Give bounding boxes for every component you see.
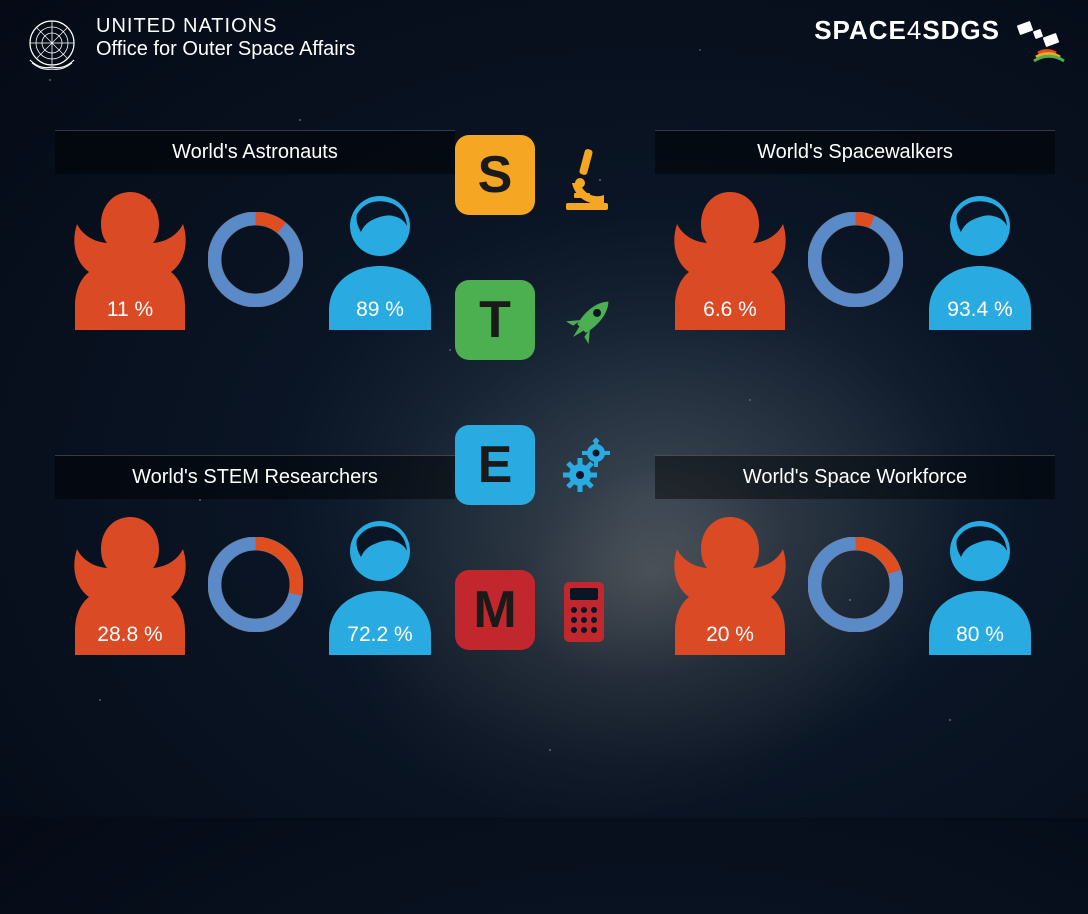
stat-card-space-workforce: World's Space Workforce 20 % 80 %	[655, 455, 1055, 659]
stem-row-t: T	[455, 280, 620, 360]
stem-row-e: E	[455, 425, 620, 505]
female-figure: 11 %	[65, 184, 195, 334]
stat-title: World's Spacewalkers	[655, 130, 1055, 174]
male-pct: 80 %	[915, 623, 1045, 647]
stem-tile-s: S	[455, 135, 535, 215]
female-figure: 20 %	[665, 509, 795, 659]
female-pct: 28.8 %	[65, 623, 195, 647]
gears-icon	[560, 435, 620, 495]
male-pct: 93.4 %	[915, 298, 1045, 322]
microscope-icon	[560, 145, 620, 205]
male-figure: 89 %	[315, 184, 445, 334]
stem-tile-m: M	[455, 570, 535, 650]
female-pct: 6.6 %	[665, 298, 795, 322]
stat-body: 28.8 % 72.2 %	[55, 509, 455, 659]
donut-chart	[808, 537, 903, 632]
un-logo-block: UNITED NATIONS Office for Outer Space Af…	[20, 15, 355, 73]
stem-column: S T E M	[455, 135, 620, 650]
stat-body: 6.6 % 93.4 %	[655, 184, 1055, 334]
header: UNITED NATIONS Office for Outer Space Af…	[20, 15, 1068, 85]
stat-card-astronauts: World's Astronauts 11 % 89 %	[55, 130, 455, 334]
female-figure: 6.6 %	[665, 184, 795, 334]
un-title-line1: UNITED NATIONS	[96, 15, 355, 38]
stat-title: World's Space Workforce	[655, 455, 1055, 499]
satellite-icon	[1008, 15, 1068, 65]
logo-part2: 4	[907, 15, 922, 45]
male-figure: 93.4 %	[915, 184, 1045, 334]
logo-part3: SDGS	[922, 15, 1000, 45]
male-pct: 72.2 %	[315, 623, 445, 647]
stat-card-stem-researchers: World's STEM Researchers 28.8 % 72.2 %	[55, 455, 455, 659]
male-pct: 89 %	[315, 298, 445, 322]
stat-body: 20 % 80 %	[655, 509, 1055, 659]
stem-row-s: S	[455, 135, 620, 215]
stem-tile-t: T	[455, 280, 535, 360]
stat-body: 11 % 89 %	[55, 184, 455, 334]
calculator-icon	[560, 580, 620, 640]
stat-title: World's STEM Researchers	[55, 455, 455, 499]
female-pct: 20 %	[665, 623, 795, 647]
donut-chart	[208, 212, 303, 307]
male-figure: 72.2 %	[315, 509, 445, 659]
female-figure: 28.8 %	[65, 509, 195, 659]
un-emblem-icon	[20, 15, 84, 73]
stat-title: World's Astronauts	[55, 130, 455, 174]
male-figure: 80 %	[915, 509, 1045, 659]
stem-row-m: M	[455, 570, 620, 650]
donut-chart	[808, 212, 903, 307]
female-pct: 11 %	[65, 298, 195, 322]
stem-tile-e: E	[455, 425, 535, 505]
logo-part1: SPACE	[814, 15, 907, 45]
rocket-icon	[560, 290, 620, 350]
space4sdgs-logo: SPACE4SDGS	[814, 15, 1068, 65]
un-title-line2: Office for Outer Space Affairs	[96, 38, 355, 61]
donut-chart	[208, 537, 303, 632]
stat-card-spacewalkers: World's Spacewalkers 6.6 % 93.4 %	[655, 130, 1055, 334]
